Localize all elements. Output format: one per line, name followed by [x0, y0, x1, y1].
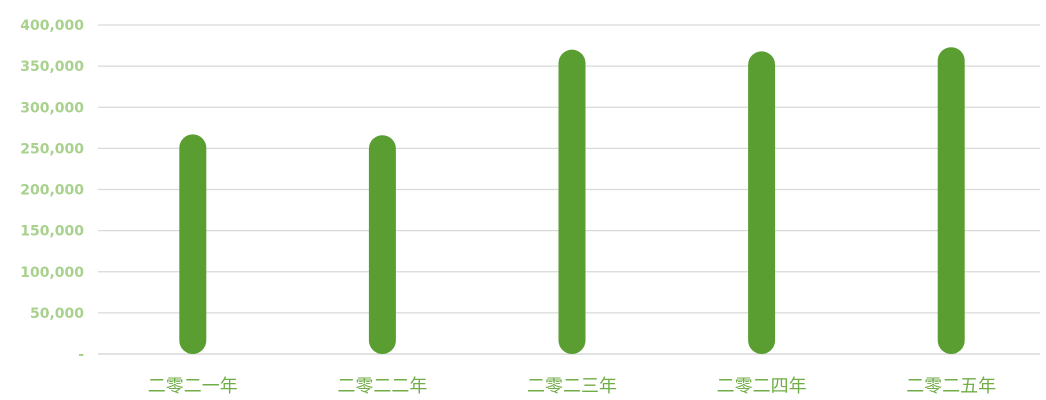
- x-tick-label: 二零二三年: [527, 376, 617, 397]
- x-tick-label: 二零二一年: [148, 376, 238, 397]
- y-tick-label: 50,000: [30, 306, 84, 322]
- y-tick-label: 300,000: [20, 100, 84, 116]
- bar: [748, 51, 776, 354]
- y-tick-label: 150,000: [20, 224, 84, 240]
- y-axis-tick-labels: - 50,000 100,000 150,000 200,000 250,000 300,0…: [20, 18, 84, 363]
- bar: [368, 135, 396, 354]
- y-tick-label: 200,000: [20, 183, 84, 199]
- x-tick-label: 二零二二年: [337, 376, 427, 397]
- y-tick-label: 250,000: [20, 141, 84, 157]
- bar: [558, 49, 586, 355]
- bar: [179, 134, 207, 354]
- x-tick-label: 二零二五年: [906, 376, 996, 397]
- y-tick-label: 400,000: [20, 18, 84, 34]
- x-axis-tick-labels: 二零二一年 二零二二年 二零二三年 二零二四年 二零二五年: [148, 376, 996, 397]
- bar: [937, 47, 965, 355]
- x-tick-label: 二零二四年: [717, 376, 807, 397]
- bars: [179, 47, 965, 355]
- y-tick-label: 100,000: [20, 265, 84, 281]
- y-tick-label: -: [78, 347, 84, 363]
- y-tick-label: 350,000: [20, 59, 84, 75]
